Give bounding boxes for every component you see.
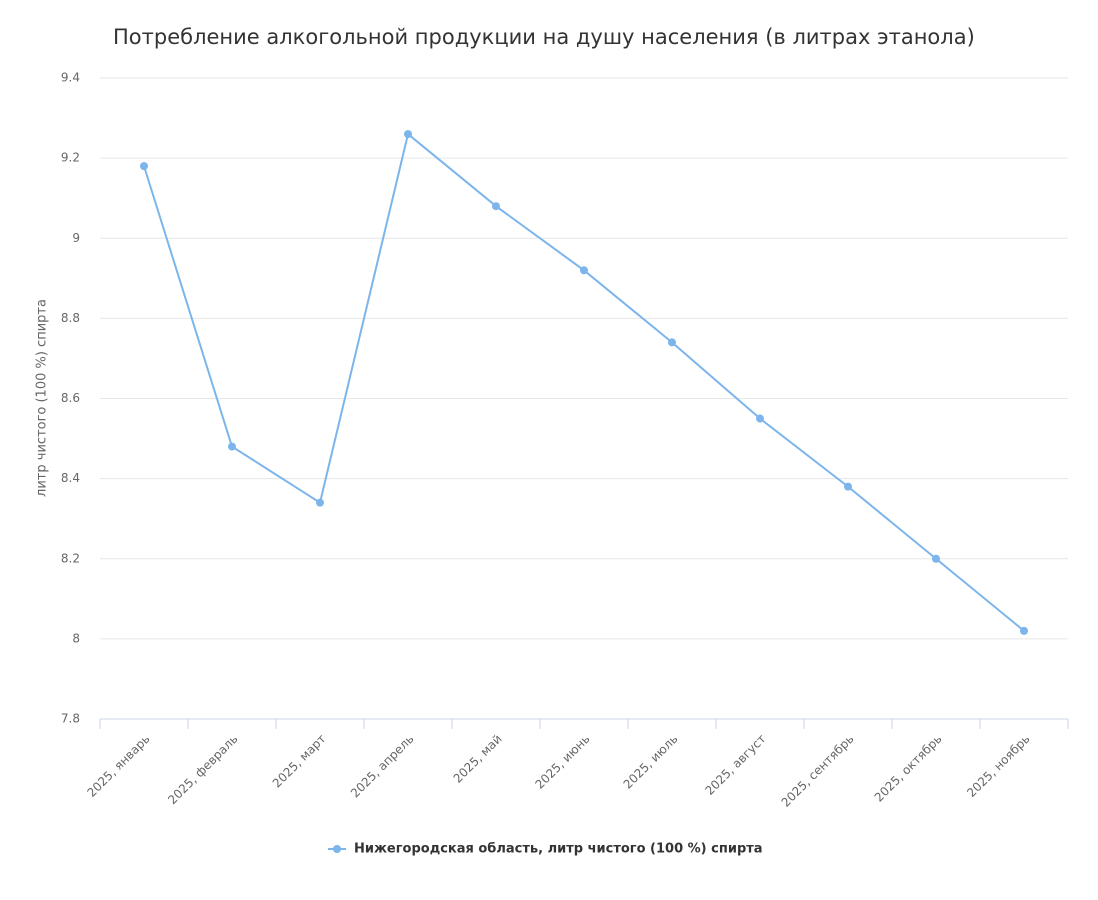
point [580, 266, 588, 275]
point [1020, 626, 1028, 635]
y-tick-label: 9.2 [61, 151, 80, 165]
y-tick-label: 8 [72, 631, 80, 645]
point [492, 202, 500, 211]
y-tick-label: 8.8 [61, 311, 80, 325]
point [756, 414, 764, 423]
point [668, 338, 676, 347]
chart-title: Потребление алкогольной продукции на душ… [113, 25, 975, 49]
y-tick-label: 9.4 [61, 71, 80, 85]
y-tick-label: 9 [72, 231, 80, 245]
y-tick-label: 8.4 [61, 471, 80, 485]
y-tick-label: 7.8 [61, 712, 80, 726]
point [844, 482, 852, 491]
y-axis-title: литр чистого (100 %) спирта [35, 299, 50, 497]
legend-label: Нижегородская область, литр чистого (100… [354, 842, 763, 857]
point [140, 162, 148, 171]
legend-marker [333, 845, 341, 853]
y-tick-label: 8.2 [61, 551, 80, 565]
y-tick-label: 8.6 [61, 391, 80, 405]
point [316, 498, 324, 507]
point [404, 130, 412, 139]
point [228, 442, 236, 451]
point [932, 554, 940, 563]
